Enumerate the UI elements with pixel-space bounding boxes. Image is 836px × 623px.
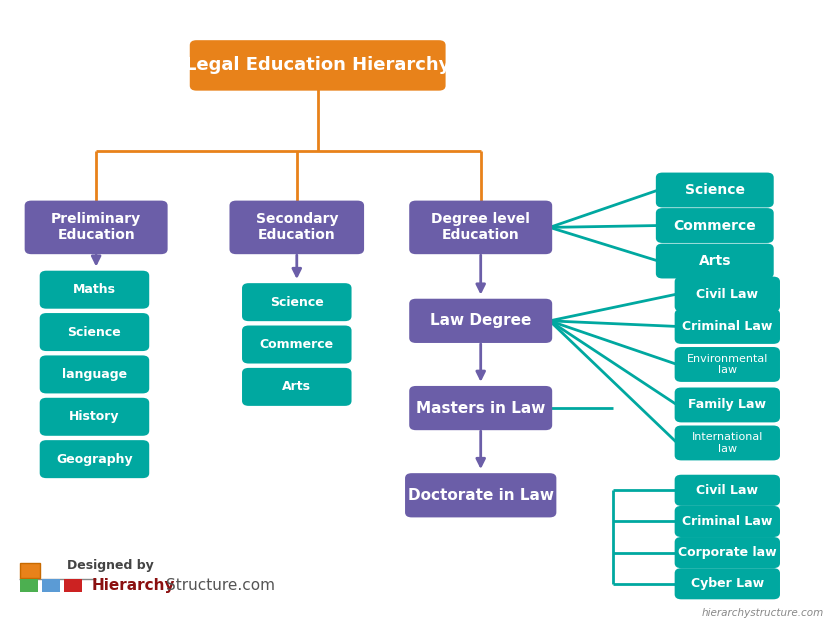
Text: Secondary
Education: Secondary Education bbox=[256, 212, 338, 242]
Text: hierarchystructure.com: hierarchystructure.com bbox=[701, 608, 823, 618]
Text: Masters in Law: Masters in Law bbox=[416, 401, 545, 416]
FancyBboxPatch shape bbox=[64, 579, 82, 592]
Text: Corporate law: Corporate law bbox=[678, 546, 777, 559]
FancyBboxPatch shape bbox=[242, 283, 351, 321]
FancyBboxPatch shape bbox=[40, 270, 149, 308]
FancyBboxPatch shape bbox=[655, 208, 773, 243]
Text: Commerce: Commerce bbox=[674, 219, 756, 232]
FancyBboxPatch shape bbox=[675, 426, 780, 460]
FancyBboxPatch shape bbox=[229, 201, 364, 254]
Text: Science: Science bbox=[68, 326, 121, 338]
Text: Doctorate in Law: Doctorate in Law bbox=[408, 488, 553, 503]
FancyBboxPatch shape bbox=[42, 579, 60, 592]
FancyBboxPatch shape bbox=[675, 347, 780, 382]
FancyBboxPatch shape bbox=[20, 563, 40, 578]
Text: Science: Science bbox=[270, 296, 324, 308]
FancyBboxPatch shape bbox=[409, 386, 552, 430]
FancyBboxPatch shape bbox=[242, 325, 351, 364]
Text: Structure.com: Structure.com bbox=[166, 578, 274, 593]
Text: language: language bbox=[62, 368, 127, 381]
FancyBboxPatch shape bbox=[40, 313, 149, 351]
FancyBboxPatch shape bbox=[675, 537, 780, 568]
Text: Preliminary
Education: Preliminary Education bbox=[51, 212, 141, 242]
FancyBboxPatch shape bbox=[655, 173, 773, 207]
Text: History: History bbox=[69, 411, 120, 423]
Text: Arts: Arts bbox=[699, 254, 731, 268]
FancyBboxPatch shape bbox=[40, 355, 149, 394]
FancyBboxPatch shape bbox=[40, 398, 149, 436]
FancyBboxPatch shape bbox=[25, 201, 167, 254]
FancyBboxPatch shape bbox=[20, 579, 38, 592]
Text: Commerce: Commerce bbox=[260, 338, 334, 351]
FancyBboxPatch shape bbox=[409, 201, 552, 254]
Text: Geography: Geography bbox=[56, 453, 133, 465]
Text: Law Degree: Law Degree bbox=[430, 313, 532, 328]
FancyBboxPatch shape bbox=[40, 440, 149, 478]
Text: International
law: International law bbox=[691, 432, 763, 454]
FancyBboxPatch shape bbox=[655, 244, 773, 278]
Text: Environmental
law: Environmental law bbox=[686, 354, 768, 375]
FancyBboxPatch shape bbox=[675, 388, 780, 422]
FancyBboxPatch shape bbox=[190, 40, 446, 90]
Text: Cyber Law: Cyber Law bbox=[691, 578, 764, 590]
FancyBboxPatch shape bbox=[675, 506, 780, 537]
FancyBboxPatch shape bbox=[242, 368, 351, 406]
FancyBboxPatch shape bbox=[675, 475, 780, 506]
FancyBboxPatch shape bbox=[409, 299, 552, 343]
FancyBboxPatch shape bbox=[675, 277, 780, 312]
Text: Designed by: Designed by bbox=[67, 559, 154, 571]
Text: Family Law: Family Law bbox=[688, 399, 767, 411]
Text: Civil Law: Civil Law bbox=[696, 288, 758, 300]
Text: Maths: Maths bbox=[73, 283, 116, 296]
FancyBboxPatch shape bbox=[675, 309, 780, 344]
Text: Civil Law: Civil Law bbox=[696, 484, 758, 497]
Text: Criminal Law: Criminal Law bbox=[682, 515, 772, 528]
Text: Criminal Law: Criminal Law bbox=[682, 320, 772, 333]
FancyBboxPatch shape bbox=[405, 473, 556, 517]
Text: Degree level
Education: Degree level Education bbox=[431, 212, 530, 242]
FancyBboxPatch shape bbox=[675, 568, 780, 599]
Text: Arts: Arts bbox=[283, 381, 311, 393]
Text: Hierarchy: Hierarchy bbox=[92, 578, 176, 593]
Text: Legal Education Hierarchy: Legal Education Hierarchy bbox=[185, 57, 451, 74]
Text: Science: Science bbox=[685, 183, 745, 197]
